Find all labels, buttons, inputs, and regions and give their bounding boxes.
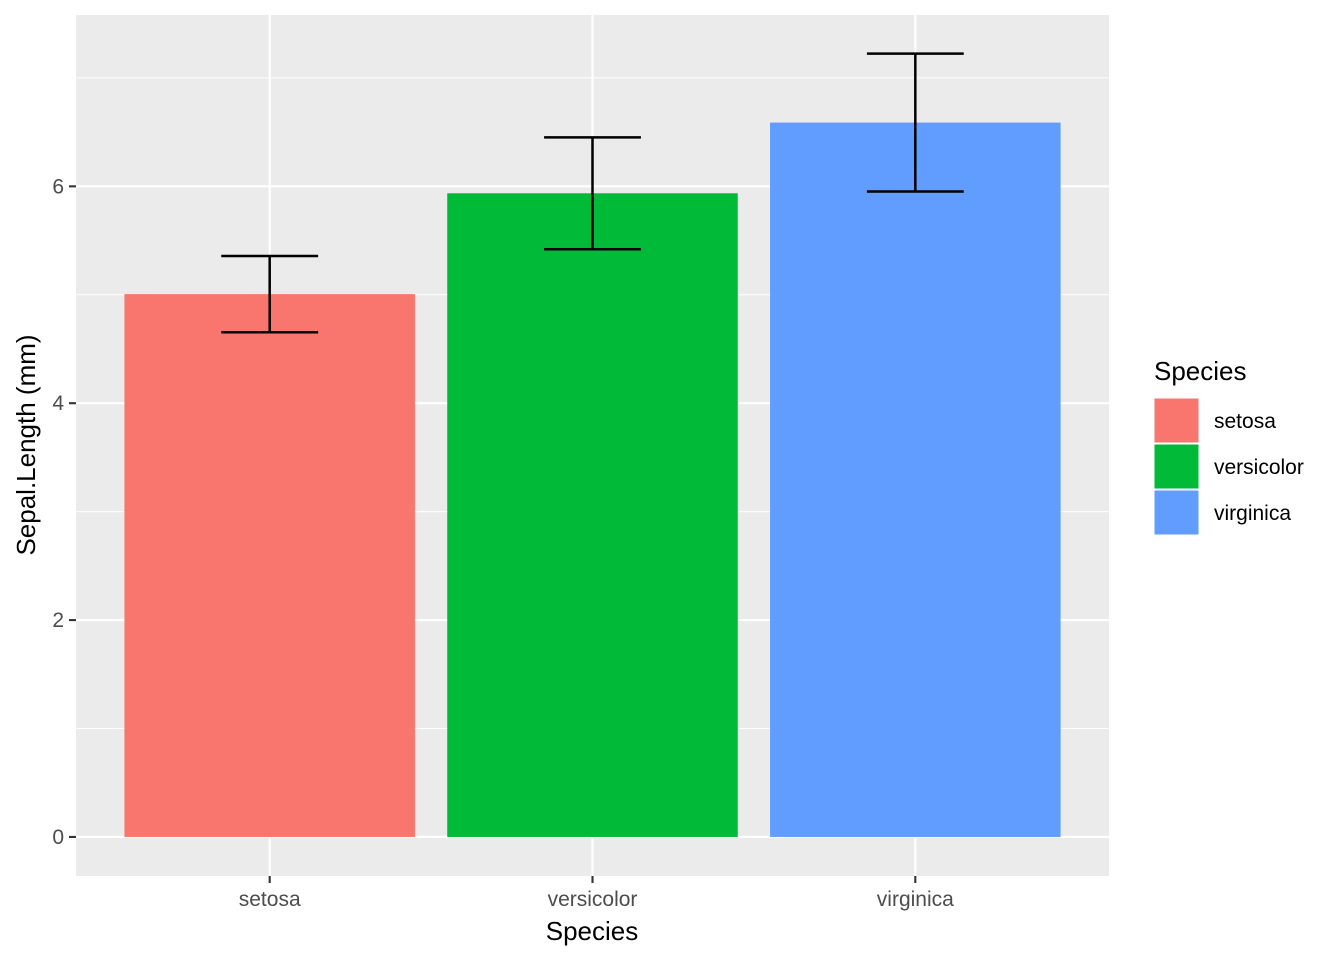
y-tick-label: 6 — [52, 175, 64, 198]
x-axis-title: Species — [546, 916, 639, 946]
error-bars — [221, 52, 964, 334]
legend-key-setosa — [1153, 397, 1200, 444]
y-axis: 0 2 4 6 — [52, 175, 76, 849]
legend-title: Species — [1154, 356, 1247, 386]
bars — [124, 122, 1061, 837]
x-axis: setosa versicolor virginica — [239, 876, 954, 911]
y-axis-title: Sepal.Length (mm) — [11, 334, 41, 555]
y-tick-label: 4 — [52, 392, 64, 415]
error-bar-virginica — [866, 52, 964, 193]
legend-key-versicolor — [1153, 443, 1200, 490]
legend-label: versicolor — [1214, 456, 1304, 479]
y-tick-label: 2 — [52, 609, 64, 632]
legend: Species setosa versicolor virginica — [1153, 356, 1304, 536]
x-tick-label: setosa — [239, 888, 301, 911]
x-tick-label: versicolor — [548, 888, 638, 911]
legend-label: setosa — [1214, 410, 1276, 433]
bar-setosa — [124, 294, 415, 837]
y-tick-label: 0 — [52, 826, 64, 849]
legend-label: virginica — [1214, 502, 1291, 525]
error-bar-setosa — [221, 254, 319, 334]
bar-versicolor — [447, 193, 738, 837]
bar-virginica — [770, 122, 1061, 837]
error-bar-versicolor — [544, 136, 641, 251]
legend-key-virginica — [1153, 489, 1200, 536]
x-tick-label: virginica — [877, 888, 954, 911]
